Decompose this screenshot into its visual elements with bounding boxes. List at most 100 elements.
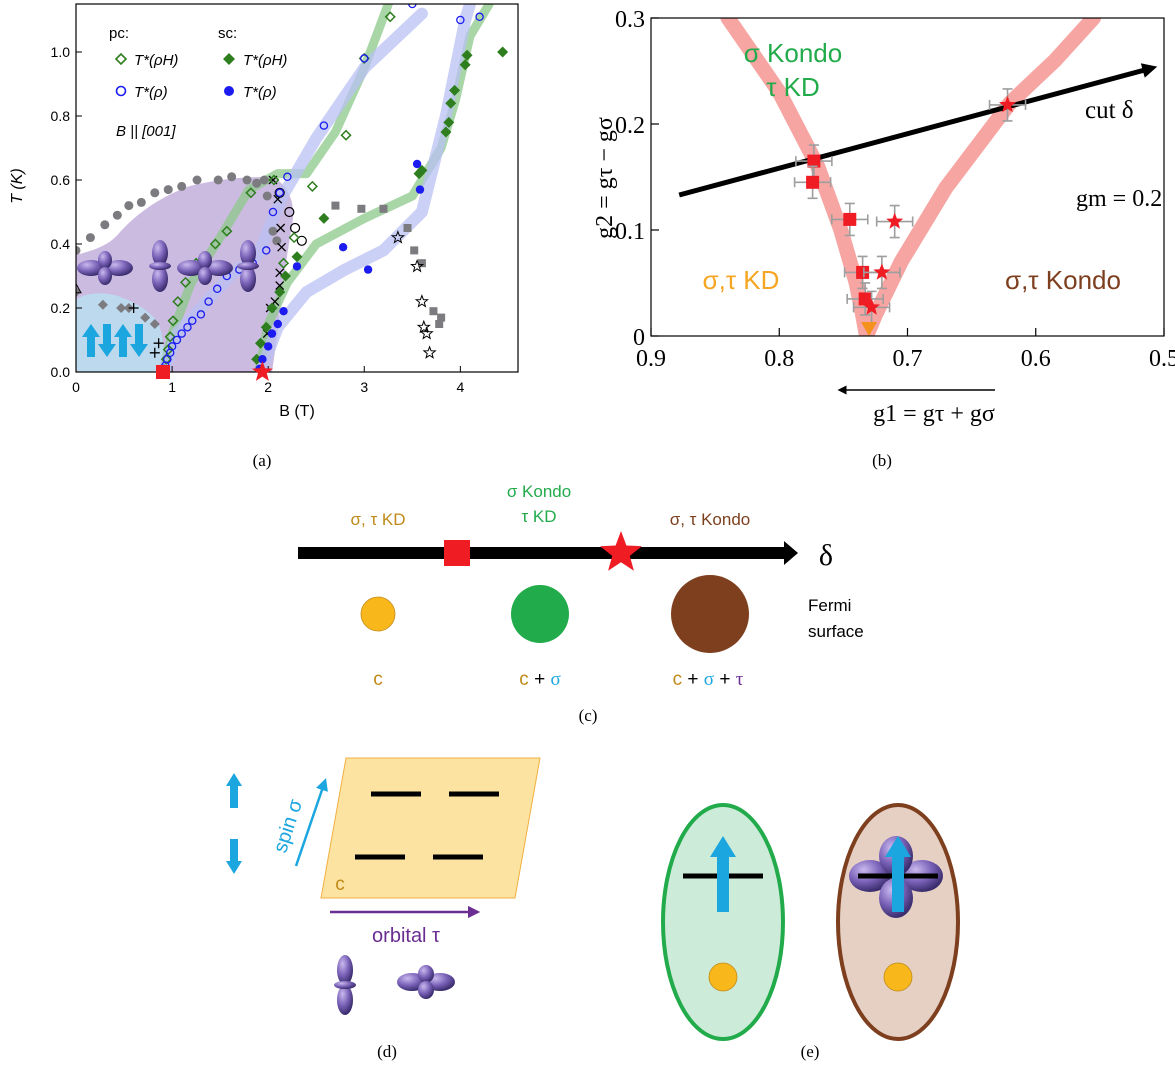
boundary-point (150, 188, 160, 198)
data-point-filled-diamond (443, 116, 455, 128)
data-point-open-diamond (245, 187, 257, 199)
data-point-open-diamond (179, 276, 192, 288)
data-point-filled-diamond (254, 337, 266, 349)
data-point-filled-circle (415, 185, 425, 194)
data-point-filled-circle (263, 342, 273, 351)
data-point-filled-diamond (279, 270, 291, 282)
boundary-square (437, 313, 446, 322)
data-point-filled-circle (273, 319, 282, 329)
boundary-plus (128, 303, 139, 313)
boundary-point (124, 201, 134, 211)
boundary-point (76, 245, 81, 255)
data-point-open-diamond (277, 257, 290, 269)
legend-filled-diamond-icon (223, 53, 235, 65)
orbital-dz2-icon (334, 955, 356, 1015)
boundary-point (213, 175, 223, 185)
boundary-open-star (410, 258, 425, 273)
data-point-open-diamond (306, 180, 318, 192)
x-tick-label: 3 (360, 379, 368, 395)
boundary-cross (276, 223, 286, 233)
y-axis-label: T (K) (9, 168, 26, 204)
boundary-plus (153, 338, 164, 349)
x-axis-label-b: g1 = gτ + gσ (873, 401, 995, 427)
data-point-open-diamond (268, 174, 280, 186)
boundary-diamond (149, 319, 160, 329)
spin-up-arrow-icon (226, 773, 242, 808)
critical-square-marker (156, 365, 170, 379)
c-axis-arrowhead (784, 541, 798, 565)
data-point-open-circle (167, 342, 177, 351)
y-tick-label: 0.2 (51, 300, 71, 316)
axes-frame (75, 3, 519, 373)
spin-arrow-icons (82, 324, 148, 357)
data-point-open-circle (212, 284, 222, 294)
data-point-filled-diamond (260, 321, 272, 333)
critical-star-marker (251, 361, 273, 381)
data-point-filled-diamond (440, 126, 452, 138)
legend-sc-rho: T*(ρ) (243, 84, 277, 101)
y-tick-label: 0 (633, 325, 645, 351)
boundary-cross (275, 281, 285, 291)
x-tick-label: 4 (456, 379, 464, 395)
y-tick-label: 0.1 (615, 219, 645, 245)
legend-sc-header: sc: (218, 25, 237, 42)
data-point-open-circle (360, 54, 369, 63)
boundary-point (85, 233, 95, 243)
boundary-open-circle (289, 222, 301, 234)
data-point-star (873, 263, 891, 280)
c-star-marker (600, 531, 642, 571)
x-axis-label: B (T) (279, 403, 315, 420)
spin-up-arrow-icon (710, 836, 736, 912)
c-delta-symbol: δ (819, 539, 833, 572)
data-point-square (856, 265, 870, 279)
data-point-open-circle (319, 121, 329, 130)
legend-filled-circle-icon (224, 86, 234, 96)
field-direction-label: B || [001] (116, 123, 176, 140)
x-tick-label: 0.6 (1021, 346, 1051, 372)
region-sigma-tau-kd: σ,τ KD (703, 265, 780, 295)
boundary-point (136, 197, 146, 207)
boundary-diamond (140, 312, 151, 323)
y-tick-label: 1.0 (51, 44, 71, 60)
region-tau-kd: τ KD (766, 72, 820, 102)
boundary-point (252, 178, 262, 188)
region-sigma-tau-kondo: σ,τ Kondo (1005, 265, 1121, 295)
data-point-open-circle (283, 172, 292, 182)
data-point-open-diamond (221, 225, 233, 237)
data-point-filled-diamond (274, 286, 286, 298)
data-point-open-diamond (164, 331, 176, 343)
spin-up-arrow-icon (885, 836, 911, 912)
fermi-surface-medium-circle (511, 585, 569, 643)
boundary-open-star (416, 319, 431, 334)
data-point-star (886, 212, 904, 229)
x-tick-label: 1 (168, 379, 176, 395)
boundary-open-star (414, 294, 429, 308)
data-point-open-diamond (340, 129, 352, 141)
data-point-square (843, 212, 857, 226)
c-electron-dot (708, 962, 738, 992)
boundary-point (268, 226, 278, 236)
boundary-point (112, 210, 122, 220)
c-phase-mid-line2: τ KD (521, 507, 556, 526)
boundary-point (192, 175, 202, 185)
boundary-square (357, 204, 366, 213)
fermi-label-line2: surface (808, 622, 864, 641)
data-point-triangle (861, 322, 878, 336)
data-point-filled-diamond (459, 59, 471, 71)
data-point-filled-circle (412, 159, 422, 169)
boundary-square (435, 320, 444, 328)
fermi-surface-small-circle (360, 596, 396, 632)
boundary-diamond (76, 287, 81, 297)
legend: pc: sc: T*(ρH) T*(ρ) T*(ρH) T*(ρ) B || [… (109, 25, 287, 140)
orbital-axis-label: orbital τ (372, 925, 440, 947)
panel-b-coupling-diagram: 0.9 0.8 0.7 0.6 0.5 0 0.1 0.2 0.3 σ Kondo τ KD σ… (592, 7, 1175, 470)
data-point-filled-circle (338, 243, 348, 252)
boundary-open-triangle (76, 282, 82, 294)
data-point-square (807, 154, 821, 168)
boundary-open-circle (296, 235, 307, 246)
legend-pc-rhoh: T*(ρH) (134, 52, 178, 69)
region-sigma-kondo: σ Kondo (744, 38, 842, 68)
boundary-open-circle (284, 206, 295, 218)
fermi-label-line1: Fermi (808, 596, 851, 615)
